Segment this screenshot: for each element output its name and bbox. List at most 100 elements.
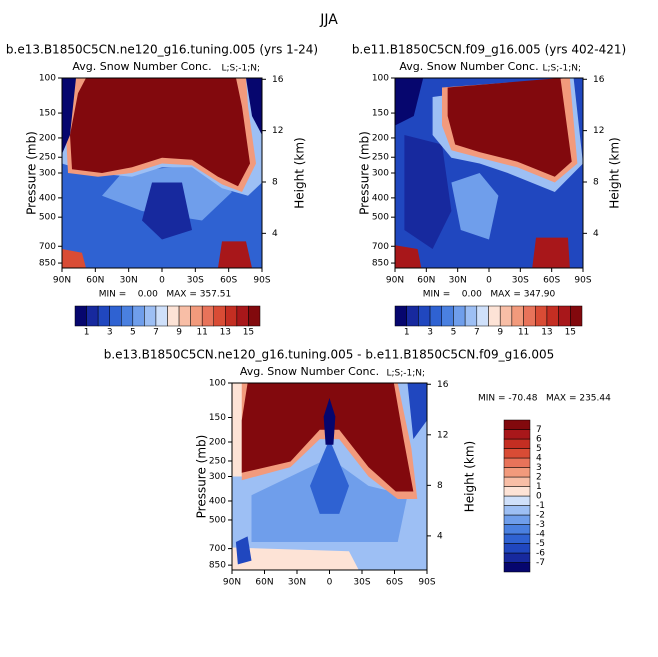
colorbar-label: -6	[536, 549, 545, 559]
contour-region	[232, 547, 359, 570]
contour-region	[235, 536, 252, 565]
y-tick-label: 200	[209, 437, 226, 447]
x-tick-label: 90S	[418, 578, 435, 588]
contour-region	[241, 383, 414, 492]
panel-title: b.e11.B1850C5CN.f09_g16.005 (yrs 402-421…	[352, 43, 626, 57]
contour-region	[404, 135, 452, 249]
x-tick-label: 30S	[187, 276, 204, 286]
y-tick-label: 850	[372, 259, 389, 269]
y-tick-label: 300	[39, 169, 56, 179]
x-tick-label: 60S	[220, 276, 237, 286]
colorbar-label: 13	[541, 328, 552, 338]
y-tick-label: 200	[372, 133, 389, 143]
colorbar-box	[225, 305, 238, 327]
colorbar-box	[558, 305, 571, 327]
colorbar-label: 1	[404, 328, 410, 338]
y-tick-label: 700	[209, 544, 226, 554]
colorbar-label: 9	[497, 328, 503, 338]
panel-title: b.e13.B1850C5CN.ne120_g16.tuning.005 - b…	[104, 348, 555, 362]
colorbar-label: 1	[536, 482, 542, 492]
colorbar-box	[213, 305, 226, 327]
colorbar-label: 0	[536, 492, 542, 502]
colorbar-box	[109, 305, 122, 327]
colorbar-box	[503, 429, 531, 440]
colorbar-box	[190, 305, 203, 327]
colorbar-box	[503, 438, 531, 449]
colorbar-box	[503, 514, 531, 525]
y-axis-label: Pressure (mb)	[358, 131, 372, 215]
y2-tick-label: 8	[593, 177, 599, 187]
x-tick-label: 30S	[512, 276, 529, 286]
colorbar-box	[74, 305, 87, 327]
y2-tick-label: 4	[593, 229, 599, 239]
colorbar-box	[86, 305, 99, 327]
x-tick-label: 30N	[288, 578, 306, 588]
x-tick-label: 30N	[120, 276, 138, 286]
contour-region	[395, 245, 422, 268]
colorbar-box	[503, 457, 531, 468]
colorbar-label: -1	[536, 501, 545, 511]
x-tick-label: 90N	[53, 276, 71, 286]
contour-region	[395, 78, 424, 126]
contour-region	[218, 241, 252, 268]
colorbar-box	[236, 305, 249, 327]
colorbar-box	[121, 305, 134, 327]
y2-tick-label: 12	[272, 126, 283, 136]
colorbar-label: 2	[536, 473, 542, 483]
colorbar-box	[144, 305, 157, 327]
colorbar-box	[503, 543, 531, 554]
x-tick-label: 0	[159, 276, 165, 286]
colorbar-label: 5	[536, 444, 542, 454]
colorbar-box	[418, 305, 431, 327]
colorbar-box	[488, 305, 501, 327]
stats: MIN = 0.00 MAX = 347.90	[423, 290, 556, 300]
y-tick-label: 400	[39, 193, 56, 203]
x-tick-label: 0	[327, 578, 333, 588]
y-tick-label: 300	[372, 169, 389, 179]
colorbar-box	[394, 305, 407, 327]
colorbar-box	[429, 305, 442, 327]
colorbar-box	[201, 305, 214, 327]
y-tick-label: 400	[209, 496, 226, 506]
colorbar-box	[503, 552, 531, 563]
colorbar-box	[546, 305, 559, 327]
colorbar-box	[441, 305, 454, 327]
colorbar-box	[499, 305, 513, 327]
panel-subtitle-right: L;S;-1;N;	[386, 369, 425, 379]
y-tick-label: 500	[39, 213, 56, 223]
y-tick-label: 100	[39, 74, 56, 84]
x-tick-label: 60S	[543, 276, 560, 286]
colorbar-box	[464, 305, 478, 327]
y2-tick-label: 12	[593, 126, 604, 136]
colorbar-box	[503, 505, 531, 516]
y-tick-label: 700	[372, 242, 389, 252]
y2-axis-label: Height (km)	[293, 137, 307, 208]
colorbar-label: 7	[474, 328, 480, 338]
colorbar-box	[503, 495, 531, 506]
panel-subtitle: Avg. Snow Number Conc.	[72, 60, 211, 73]
x-tick-label: 30N	[449, 276, 467, 286]
colorbar-label: 5	[451, 328, 457, 338]
y-tick-label: 100	[372, 74, 389, 84]
y-tick-label: 700	[39, 242, 56, 252]
colorbar-label: -5	[536, 539, 545, 549]
colorbar-label: 1	[84, 328, 90, 338]
colorbar-label: 3	[107, 328, 113, 338]
colorbar-label: 11	[518, 328, 529, 338]
y2-tick-label: 16	[593, 75, 605, 85]
colorbar-label: 13	[220, 328, 231, 338]
colorbar-box	[503, 419, 531, 430]
colorbar-box	[511, 305, 524, 327]
colorbar-label: 6	[536, 435, 542, 445]
colorbar-box	[132, 305, 145, 327]
contour-region	[323, 397, 336, 445]
x-tick-label: 60S	[386, 578, 403, 588]
colorbar-box	[503, 533, 531, 544]
y2-tick-label: 16	[437, 380, 449, 390]
contour-region	[451, 173, 499, 240]
colorbar-label: 15	[243, 328, 254, 338]
colorbar-box	[503, 476, 531, 487]
y-tick-label: 250	[39, 153, 56, 163]
colorbar-label: 7	[536, 425, 542, 435]
stats: MIN = 0.00 MAX = 357.51	[99, 290, 231, 300]
